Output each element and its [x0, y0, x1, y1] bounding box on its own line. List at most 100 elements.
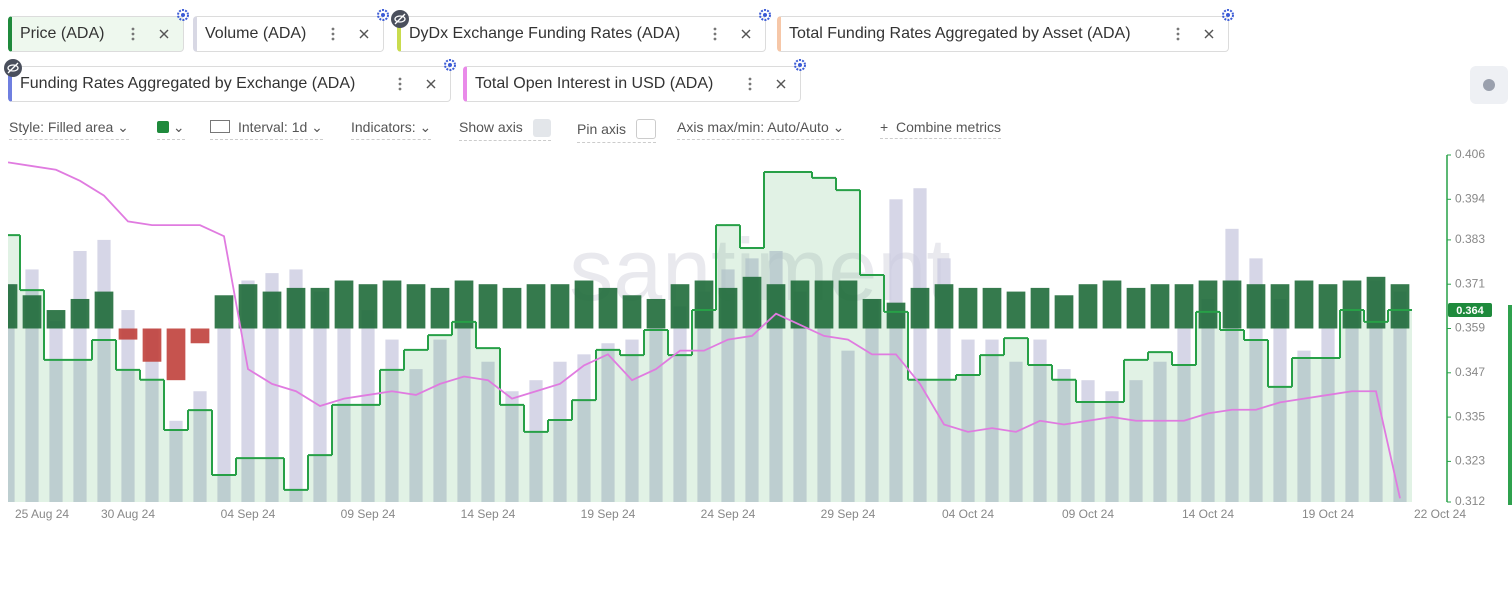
price-area	[212, 475, 236, 502]
volume-bar	[8, 284, 15, 502]
y-tick-label: 0.323	[1455, 454, 1485, 468]
funding-bar	[742, 276, 762, 329]
settings-icon[interactable]	[443, 58, 457, 72]
tab-actions[interactable]	[329, 26, 375, 42]
volume-bar	[481, 361, 495, 502]
funding-bar	[310, 287, 330, 329]
volume-bar	[505, 391, 519, 502]
hidden-icon[interactable]	[390, 9, 410, 29]
metric-tab[interactable]: DyDx Exchange Funding Rates (ADA)	[397, 9, 771, 52]
funding-bar	[166, 328, 186, 381]
layer	[8, 171, 1412, 503]
hidden-icon[interactable]	[3, 58, 23, 78]
gear-hub	[1226, 13, 1230, 17]
volume-bar	[457, 328, 471, 502]
open-interest-line	[8, 161, 1401, 499]
gear-ring	[759, 9, 771, 21]
menu-dot	[331, 37, 335, 41]
x-tick-label: 14 Sep 24	[461, 507, 516, 521]
x-tick-label: 30 Aug 24	[101, 507, 155, 521]
funding-bar	[286, 287, 306, 329]
metric-tab[interactable]: Volume (ADA)	[193, 9, 389, 52]
tab-label: Funding Rates Aggregated by Exchange (AD…	[20, 75, 356, 92]
tab-actions[interactable]	[396, 76, 442, 92]
color-select[interactable]: ⌄	[157, 119, 185, 140]
tab-actions[interactable]	[129, 26, 175, 42]
tab-actions[interactable]	[746, 76, 792, 92]
price-area	[44, 359, 68, 502]
funding-bar	[1390, 284, 1410, 329]
menu-dot	[1176, 32, 1180, 36]
metric-tab[interactable]: Total Funding Rates Aggregated by Asset …	[777, 9, 1234, 52]
funding-bar	[8, 284, 18, 329]
price-area	[68, 359, 92, 502]
layer	[8, 161, 1412, 499]
price-area	[668, 355, 692, 502]
funding-bar	[790, 280, 810, 329]
toolbar-label: Style: Filled area	[9, 119, 114, 135]
menu-dot	[398, 77, 402, 81]
plot-area	[8, 161, 1412, 503]
style-select[interactable]: Style: Filled area ⌄	[9, 119, 129, 140]
funding-bar	[1342, 280, 1362, 329]
funding-bar	[1174, 284, 1194, 329]
combine-metrics[interactable]: + Combine metrics	[880, 119, 1001, 139]
price-area	[188, 410, 212, 502]
close-icon[interactable]	[1204, 29, 1214, 39]
metric-tab[interactable]: Funding Rates Aggregated by Exchange (AD…	[8, 59, 456, 102]
interval-select[interactable]: Interval: 1d ⌄	[210, 119, 323, 140]
metric-tab[interactable]: Total Open Interest in USD (ADA)	[463, 59, 806, 102]
price-area	[1052, 379, 1076, 502]
close-icon[interactable]	[776, 79, 786, 89]
volume-bar	[1177, 328, 1191, 502]
volume-bar	[529, 380, 543, 502]
gear-hub	[763, 13, 767, 17]
volume-bar	[1273, 298, 1287, 502]
tab-actions[interactable]	[711, 26, 757, 42]
gear-hub	[448, 63, 452, 67]
show-axis-toggle[interactable]: Show axis	[459, 119, 551, 141]
price-area	[884, 311, 908, 502]
x-tick-label: 19 Oct 24	[1302, 507, 1354, 521]
axis-range-select[interactable]: Axis max/min: Auto/Auto ⌄	[677, 119, 845, 140]
price-area	[92, 339, 116, 502]
indicators-select[interactable]: Indicators: ⌄	[351, 119, 432, 140]
funding-bar	[1126, 287, 1146, 329]
price-area	[764, 171, 788, 503]
record-button[interactable]	[1469, 65, 1509, 105]
funding-bar	[598, 287, 618, 329]
settings-icon[interactable]	[1221, 8, 1235, 22]
x-tick-label: 29 Sep 24	[821, 507, 876, 521]
metric-tab[interactable]: Price (ADA)	[8, 9, 189, 52]
volume-bar	[793, 291, 807, 502]
axis-highlight	[1508, 305, 1512, 505]
settings-icon[interactable]	[758, 8, 772, 22]
price-area	[788, 171, 812, 503]
settings-icon[interactable]	[376, 8, 390, 22]
funding-bar	[982, 287, 1002, 329]
toolbar-label: Interval: 1d	[238, 119, 308, 135]
price-area	[1148, 352, 1172, 502]
price-area	[116, 369, 140, 502]
price-area	[932, 379, 956, 502]
funding-bar	[190, 328, 210, 344]
funding-bar	[430, 287, 450, 329]
y-axis: 0.406 0.394 0.383 0.371 0.359 0.347 0.335 0.323…	[15, 147, 1512, 521]
funding-bar	[1294, 280, 1314, 329]
pin-axis-toggle[interactable]: Pin axis	[577, 119, 656, 143]
close-icon[interactable]	[159, 29, 169, 39]
layer	[8, 276, 1410, 381]
settings-icon[interactable]	[176, 8, 190, 22]
funding-bar	[1078, 284, 1098, 329]
price-area	[548, 420, 572, 502]
menu-dot	[131, 37, 135, 41]
tab-actions[interactable]	[1174, 26, 1220, 42]
tab-label: Total Open Interest in USD (ADA)	[475, 75, 714, 92]
close-icon[interactable]	[741, 29, 751, 39]
volume-bar	[385, 339, 399, 502]
menu-dot	[713, 32, 717, 36]
menu-dot	[398, 87, 402, 91]
close-icon[interactable]	[359, 29, 369, 39]
close-icon[interactable]	[426, 79, 436, 89]
settings-icon[interactable]	[793, 58, 807, 72]
